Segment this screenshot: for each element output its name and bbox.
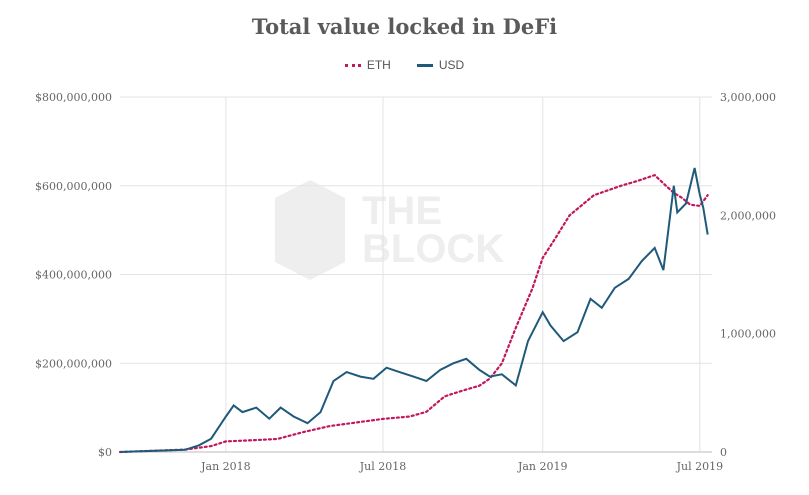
x-tick-label: Jul 2019	[676, 460, 724, 473]
watermark-text-line2: BLOCK	[362, 227, 504, 271]
x-axis: Jan 2018 Jul 2018 Jan 2019 Jul 2019	[200, 460, 723, 473]
y-left-tick-label: $200,000,000	[35, 357, 112, 370]
chart-title: Total value locked in DeFi	[251, 14, 558, 39]
x-tick-label: Jul 2018	[359, 460, 407, 473]
legend-swatch-eth	[344, 63, 361, 67]
y-left-tick-label: $800,000,000	[35, 91, 112, 104]
y-left-tick-label: $400,000,000	[35, 269, 112, 282]
y-left-tick-label: $600,000,000	[35, 180, 112, 193]
x-tick-label: Jan 2018	[200, 460, 251, 473]
gridlines	[120, 96, 712, 453]
y-right-tick-label: 2,000,000	[720, 209, 776, 222]
watermark-logo	[275, 180, 345, 280]
legend-swatch-usd	[416, 63, 433, 67]
y-axis-left: $800,000,000 $600,000,000 $400,000,000 $200…	[35, 91, 112, 459]
y-axis-right: 3,000,000 2,000,000 1,000,000 0	[720, 91, 776, 459]
y-left-tick-label: $0	[98, 446, 112, 459]
y-right-tick-label: 1,000,000	[720, 328, 776, 341]
legend-label-eth: ETH	[366, 58, 391, 72]
series-eth-line	[118, 173, 709, 454]
legend-label-usd: USD	[438, 58, 465, 72]
y-right-tick-label: 0	[720, 446, 727, 459]
series-usd-line	[119, 167, 709, 453]
x-tick-label: Jan 2019	[517, 460, 568, 473]
y-right-tick-label: 3,000,000	[720, 91, 776, 104]
chart-legend: ETH USD	[0, 58, 809, 72]
watermark-text-line1: THE	[362, 189, 442, 233]
legend-item-eth[interactable]: ETH	[344, 58, 391, 72]
legend-item-usd[interactable]: USD	[416, 58, 465, 72]
watermark: THE BLOCK	[275, 180, 504, 280]
